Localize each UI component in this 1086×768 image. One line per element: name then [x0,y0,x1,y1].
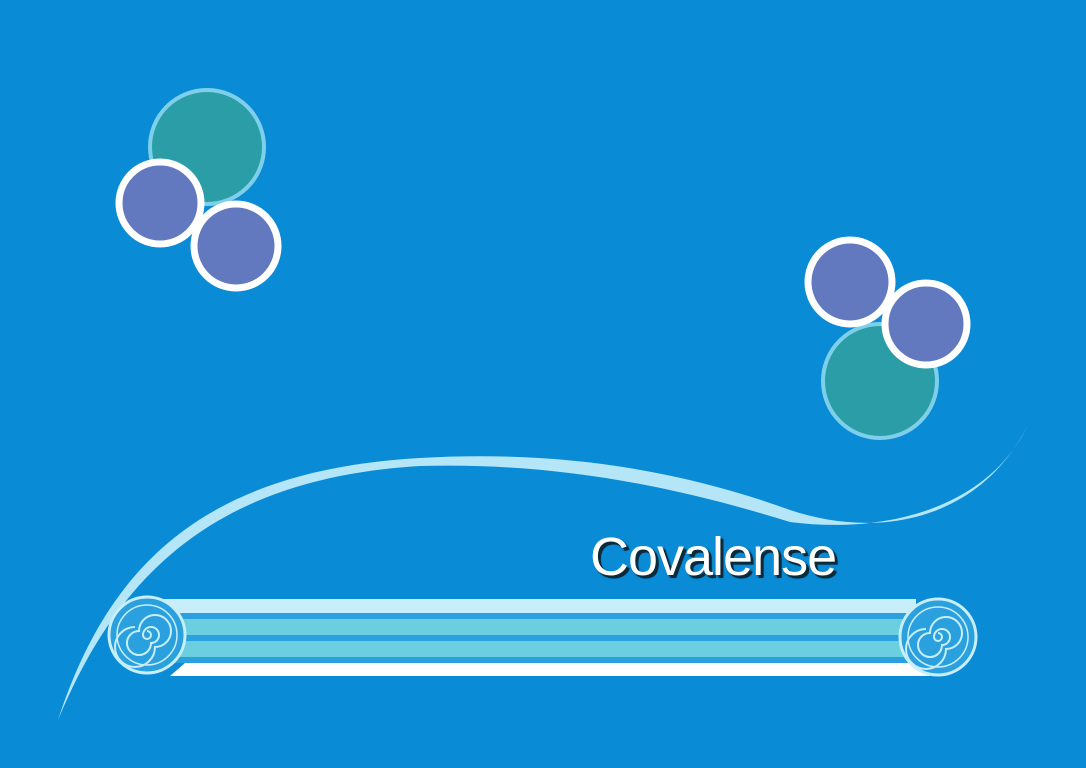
scroll-banner [146,599,930,676]
molecule-small-atom [881,279,971,369]
brand-name: Covalense [590,527,837,587]
banner-base [170,663,930,676]
molecule-small-atom [804,236,896,328]
banner-gap [146,635,916,641]
spiral-icon [898,597,978,677]
molecule-icon [115,88,282,292]
spiral-icon [107,595,187,675]
molecule-icon [804,236,971,440]
banner-stripe-lower [146,641,916,657]
banner-stripe-middle [146,619,916,635]
molecule-small-atom [115,158,205,248]
banner-gap [146,613,916,619]
banner-stripe-top [146,599,916,613]
banner-gap [146,657,916,663]
molecule-small-atom [190,200,282,292]
